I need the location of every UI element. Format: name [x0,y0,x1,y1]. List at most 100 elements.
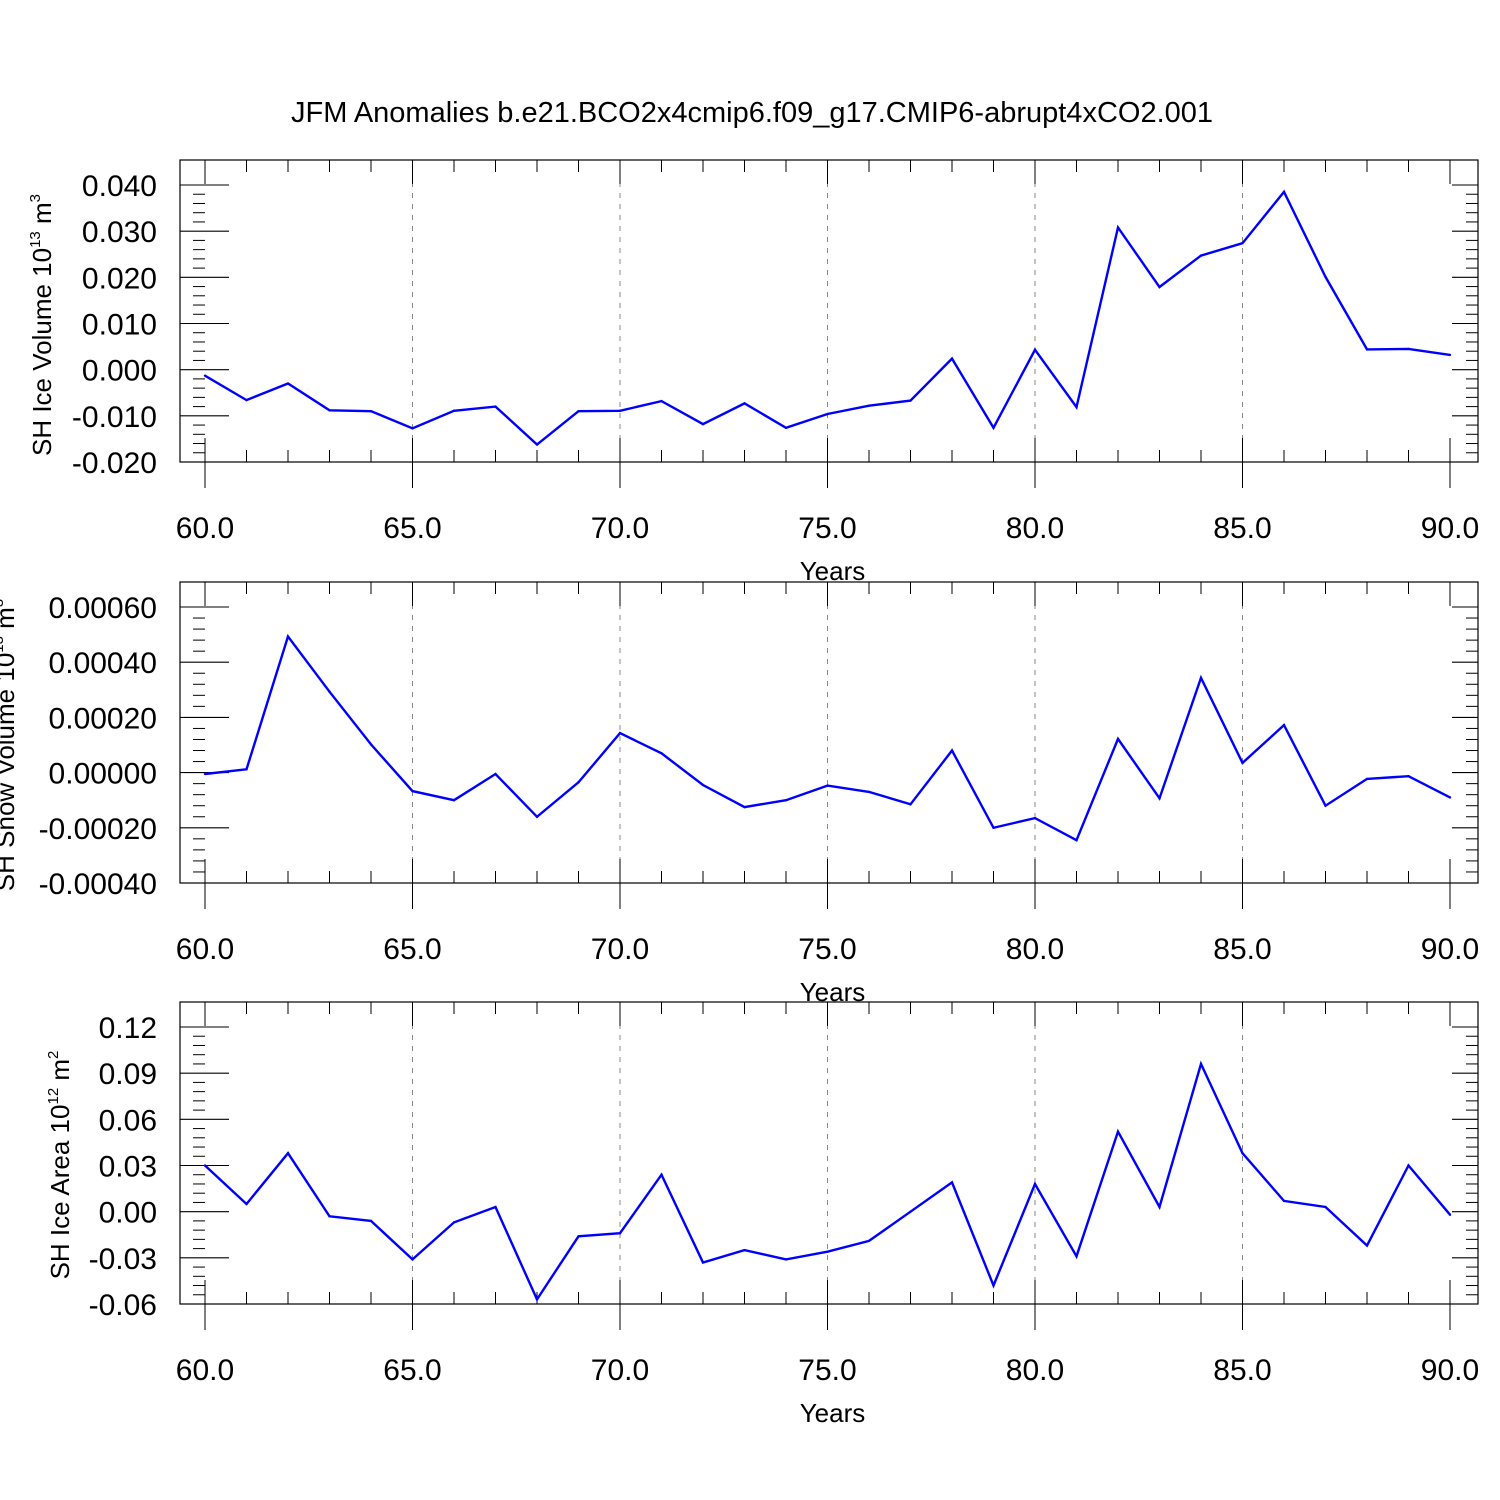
x-tick-label: 75.0 [798,512,856,545]
data-point [1365,1244,1369,1247]
data-point [660,752,663,755]
data-point [1199,254,1203,257]
y-tick-label: 0.09 [99,1058,157,1091]
data-point [1158,1205,1161,1209]
data-point [535,1298,539,1301]
plot-frame [179,581,1479,884]
data-point [1407,1164,1410,1167]
data-point [1033,348,1037,352]
x-tick-label: 75.0 [798,933,856,966]
data-point [1158,797,1161,800]
data-point [1241,761,1244,765]
data-point [909,803,912,806]
x-tick-label: 70.0 [591,1354,649,1387]
y-tick-label: 0.00020 [49,702,157,735]
data-point [1324,275,1327,279]
y-tick-label: -0.010 [72,401,157,434]
data-point [992,826,995,829]
y-tick-label: 0.000 [82,355,157,388]
data-point [369,1219,373,1223]
data-point [784,1258,788,1261]
y-tick-label: 0.00 [99,1197,157,1230]
data-point [701,1261,705,1264]
x-tick-label: 70.0 [591,512,649,545]
y-tick-label: -0.020 [72,447,157,480]
x-tick-label: 90.0 [1421,933,1479,966]
data-point [826,412,829,416]
y-tick-label: 0.020 [82,262,157,295]
x-tick-label: 65.0 [383,1354,441,1387]
data-point [1241,1151,1244,1155]
chart-panel-1: -0.020 -0.010 0.000 0.010 0.020 0.030 0.040 60.… [27,159,1479,586]
y-tick-label: -0.00020 [39,813,157,846]
data-point [701,783,705,787]
data-point [1116,226,1120,229]
data-point [1282,723,1286,727]
y-axis-label: SH Ice Area 1012 m2 [45,1051,75,1280]
x-tick-label: 80.0 [1006,1354,1064,1387]
data-point [535,443,539,446]
y-axis-label: SH Snow Volume 1013 m3 [0,599,20,891]
data-point [660,1173,663,1176]
data-point [1033,816,1037,820]
data-point [950,1181,954,1184]
data-point [452,799,456,802]
data-point [867,404,871,407]
data-point [826,1250,829,1253]
data-point [1075,1255,1078,1258]
data-point [618,731,622,735]
x-tick-label: 90.0 [1421,1354,1479,1387]
data-point [286,635,290,638]
data-point [1407,347,1410,351]
data-point [1282,190,1286,194]
x-tick-label: 80.0 [1006,512,1064,545]
data-point [203,1164,207,1167]
plot-frame [179,159,1479,463]
x-tick-label: 75.0 [798,1354,856,1387]
data-point [1075,839,1078,842]
y-tick-label: 0.00060 [49,592,157,625]
data-point [245,1202,248,1206]
data-point [1448,353,1452,357]
x-tick-label: 65.0 [383,933,441,966]
chart-panel-3: -0.06 -0.03 0.00 0.03 0.06 0.09 0.12 60.0 65.0 70… [45,1001,1479,1428]
x-tick-label: 85.0 [1213,1354,1271,1387]
y-tick-label: -0.06 [89,1289,157,1322]
y-tick-label: 0.00000 [49,758,157,791]
data-point [286,1151,290,1155]
data-point [203,772,207,776]
data-point [1158,285,1161,289]
data-point [245,768,248,771]
x-axis-label: Years [800,556,866,586]
data-point [577,781,580,784]
data-point [1199,676,1203,680]
chart-panel-2: -0.00040 -0.00020 0.00000 0.00020 0.00040 0.0… [0,581,1479,1007]
x-tick-label: 80.0 [1006,933,1064,966]
data-point [950,749,954,752]
plot-frame [179,1001,1479,1305]
data-point [1075,405,1078,409]
data-point [784,426,788,430]
data-point [743,402,746,405]
data-point [452,409,456,412]
x-axis-label: Years [800,1398,866,1428]
data-point [1407,774,1410,778]
data-point [245,398,248,402]
data-point [743,805,746,809]
x-tick-label: 90.0 [1421,512,1479,545]
data-point [411,1258,414,1261]
data-point [494,405,497,408]
data-point [1365,348,1369,351]
data-point [1116,1130,1120,1133]
y-tick-label: 0.030 [82,216,157,249]
data-point [203,374,207,377]
chart-panels: -0.020 -0.010 0.000 0.010 0.020 0.030 0.040 60.… [0,159,1479,1428]
x-tick-label: 85.0 [1213,512,1271,545]
data-point [1448,796,1452,799]
data-point [743,1248,746,1252]
data-point [992,1284,995,1287]
data-point [369,743,373,746]
data-point [1199,1062,1203,1066]
data-point [1365,777,1369,781]
